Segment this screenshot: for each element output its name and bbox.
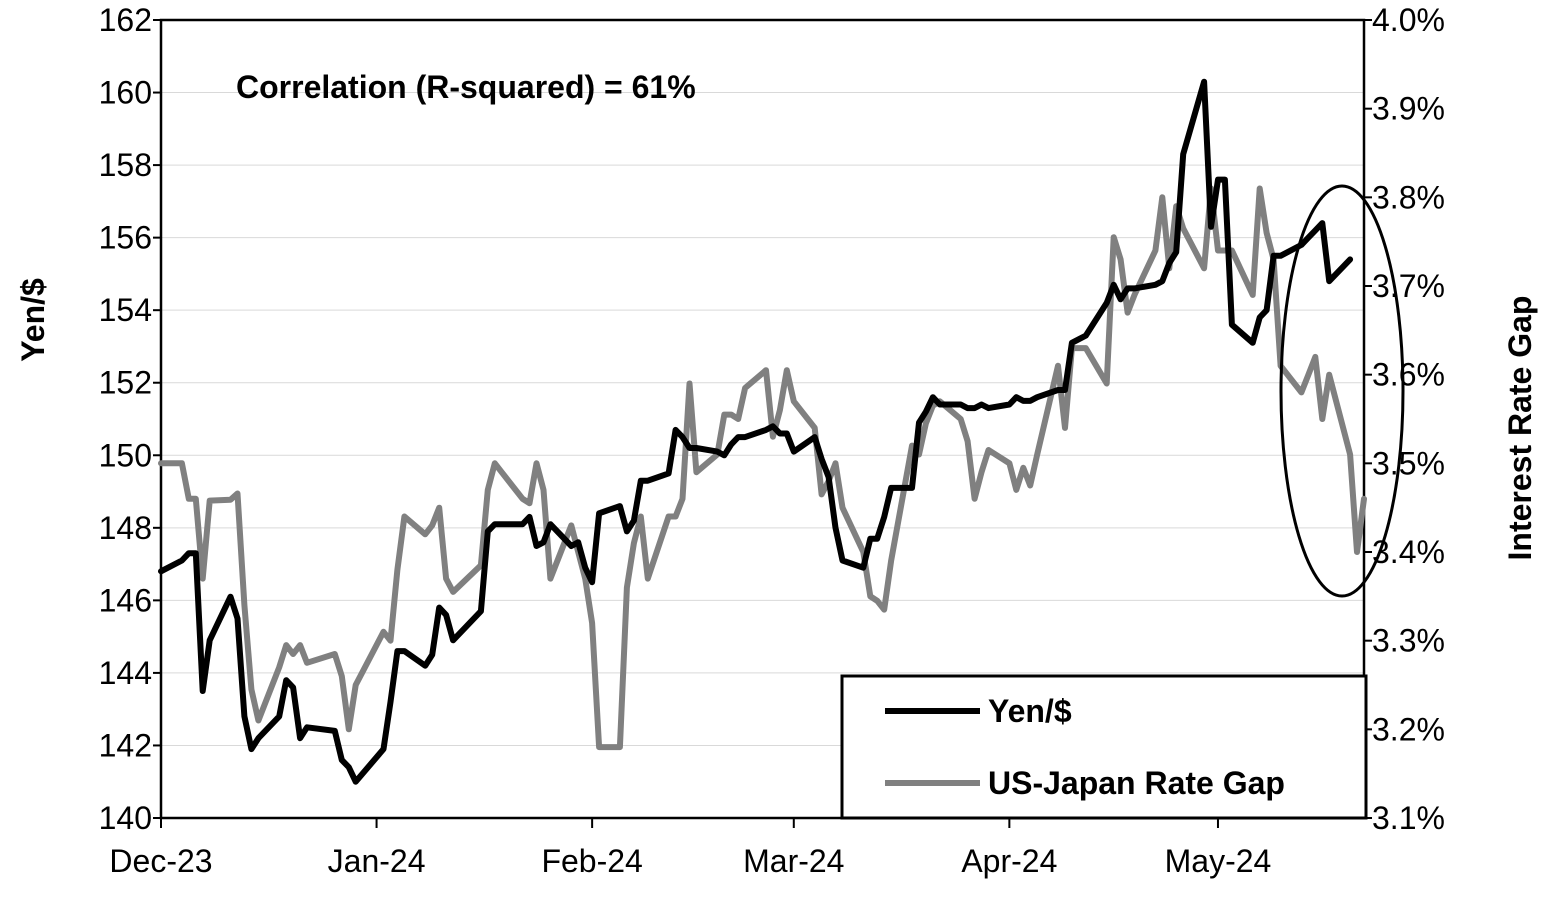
left-tick-label: 162 bbox=[99, 2, 152, 38]
right-tick-label: 3.3% bbox=[1372, 623, 1445, 659]
series-lines bbox=[158, 78, 1367, 785]
x-axis-ticks: Dec-23 Jan-24 Feb-24 Mar-24 Apr-24 May-24 bbox=[109, 818, 1271, 879]
x-tick-label: Apr-24 bbox=[961, 843, 1057, 879]
right-axis-ticks: 3.1%3.2%3.3%3.4%3.5%3.6%3.7%3.8%3.9%4.0% bbox=[1364, 2, 1445, 836]
series-line-rate-gap bbox=[158, 185, 1367, 751]
left-tick-label: 154 bbox=[99, 292, 152, 328]
right-tick-label: 3.8% bbox=[1372, 179, 1445, 215]
x-tick-label: Mar-24 bbox=[743, 843, 844, 879]
legend: Yen/$ US-Japan Rate Gap bbox=[840, 674, 1368, 820]
x-tick-label: Feb-24 bbox=[541, 843, 642, 879]
right-axis-title: Interest Rate Gap bbox=[1502, 296, 1538, 561]
series-line-yen bbox=[158, 78, 1354, 785]
left-axis-title: Yen/$ bbox=[15, 278, 51, 362]
right-tick-label: 3.1% bbox=[1372, 800, 1445, 836]
left-tick-label: 140 bbox=[99, 800, 152, 836]
left-tick-label: 142 bbox=[99, 727, 152, 763]
right-tick-label: 3.2% bbox=[1372, 711, 1445, 747]
plot-area bbox=[159, 18, 1366, 820]
right-tick-label: 3.9% bbox=[1372, 91, 1445, 127]
highlight-ellipse bbox=[1279, 184, 1405, 598]
x-tick-label: Dec-23 bbox=[109, 843, 212, 879]
left-tick-label: 150 bbox=[99, 437, 152, 473]
x-tick-label: May-24 bbox=[1165, 843, 1272, 879]
legend-box bbox=[840, 674, 1368, 820]
left-tick-label: 146 bbox=[99, 582, 152, 618]
legend-label-rate-gap: US-Japan Rate Gap bbox=[988, 765, 1285, 801]
left-tick-label: 160 bbox=[99, 75, 152, 111]
left-axis-ticks: 140 142 144 146 148 150 152 154 156 158 160 162 bbox=[99, 2, 161, 836]
x-tick-label: Jan-24 bbox=[328, 843, 426, 879]
left-tick-label: 158 bbox=[99, 147, 152, 183]
right-tick-label: 3.6% bbox=[1372, 357, 1445, 393]
left-tick-label: 148 bbox=[99, 510, 152, 546]
legend-label-yen: Yen/$ bbox=[988, 693, 1072, 729]
right-tick-label: 3.5% bbox=[1372, 445, 1445, 481]
right-tick-label: 3.7% bbox=[1372, 268, 1445, 304]
correlation-annotation: Correlation (R-squared) = 61% bbox=[236, 69, 696, 105]
left-tick-label: 156 bbox=[99, 220, 152, 256]
right-tick-label: 4.0% bbox=[1372, 2, 1445, 38]
left-tick-label: 144 bbox=[99, 655, 152, 691]
left-tick-label: 152 bbox=[99, 365, 152, 401]
